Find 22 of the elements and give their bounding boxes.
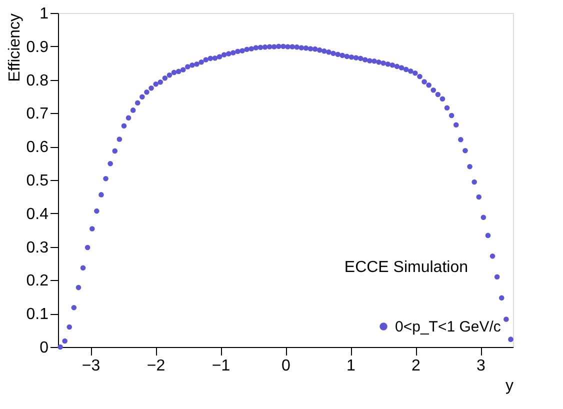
legend-label: 0<p_T<1 GeV/c bbox=[395, 318, 502, 336]
y-tick-label: 0.2 bbox=[26, 272, 49, 290]
x-tick-label: −1 bbox=[212, 358, 230, 374]
y-tick-label: 0.7 bbox=[26, 106, 49, 123]
x-tick-label: 2 bbox=[412, 358, 421, 374]
y-tick-label: 0.3 bbox=[26, 239, 49, 256]
y-tick-label: 0.5 bbox=[26, 172, 49, 190]
x-tick-label: 0 bbox=[282, 358, 291, 374]
y-tick-label: 0.6 bbox=[26, 139, 49, 156]
y-tick-label: 0.9 bbox=[26, 38, 49, 56]
y-tick-label: 0.8 bbox=[26, 72, 49, 90]
x-tick-label: 3 bbox=[476, 358, 486, 374]
x-tick-label: −3 bbox=[82, 358, 100, 374]
x-tick-label: −2 bbox=[146, 358, 166, 374]
y-tick-label: 1 bbox=[40, 6, 49, 22]
x-axis-title: y bbox=[506, 378, 514, 394]
annotation: ECCE Simulation bbox=[344, 259, 468, 276]
y-tick-label: 0.4 bbox=[26, 206, 49, 223]
y-tick-label: 0.1 bbox=[26, 306, 49, 324]
y-tick-label: 0 bbox=[40, 340, 49, 356]
x-tick-label: 1 bbox=[346, 358, 356, 374]
y-axis-title: Efficiency bbox=[6, 14, 24, 82]
